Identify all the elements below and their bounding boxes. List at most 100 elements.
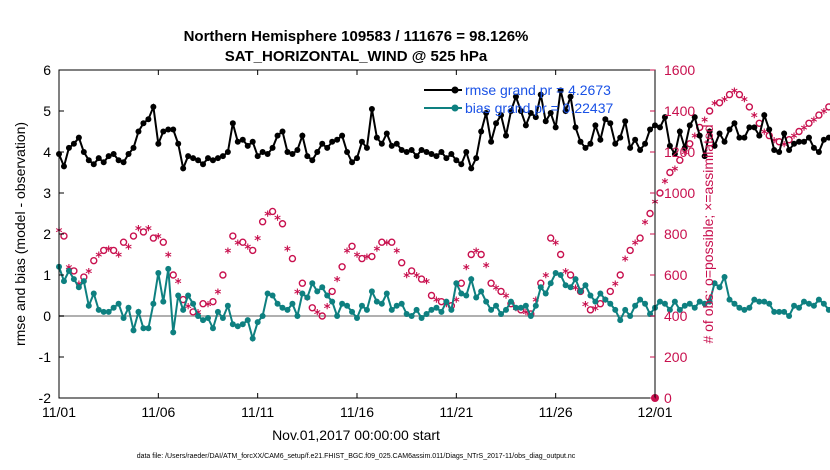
rmse-point xyxy=(766,126,773,133)
possible-obs-marker xyxy=(556,250,565,259)
bias-point xyxy=(90,290,97,297)
rmse-point xyxy=(532,114,539,121)
rmse-point xyxy=(463,149,470,155)
bias-point xyxy=(736,304,743,311)
rmse-point xyxy=(498,112,505,119)
bias-point xyxy=(562,282,569,289)
x-tick-label: 11/21 xyxy=(439,404,473,420)
bias-point xyxy=(60,278,67,285)
assimilated-obs-marker: * xyxy=(503,292,510,307)
rmse-point xyxy=(781,130,788,137)
rmse-point xyxy=(493,120,500,127)
possible-obs-marker xyxy=(338,263,346,271)
rmse-point xyxy=(75,134,82,141)
bias-point xyxy=(771,308,778,315)
bias-point xyxy=(522,302,529,309)
assimilated-obs-marker: * xyxy=(373,244,380,259)
assimilated-obs-marker: * xyxy=(95,251,102,266)
rmse-point xyxy=(562,108,569,114)
possible-obs-marker xyxy=(139,228,148,236)
possible-obs-marker xyxy=(467,250,475,259)
chart-subtitle: SAT_HORIZONTAL_WIND @ 525 hPa xyxy=(225,48,488,65)
rmse-point xyxy=(413,153,420,160)
rmse-point xyxy=(339,132,346,139)
bias-point xyxy=(299,290,306,297)
rmse-point xyxy=(637,146,644,153)
y-tick-label: -2 xyxy=(39,390,52,406)
rmse-point xyxy=(661,114,668,121)
assimilated-obs-marker: * xyxy=(264,210,271,225)
rmse-point xyxy=(820,136,827,143)
rmse-point xyxy=(180,165,187,172)
assimilated-obs-marker: * xyxy=(274,214,281,229)
y-right-tick-label: 1000 xyxy=(664,185,695,201)
possible-obs-marker xyxy=(815,111,823,119)
rmse-point xyxy=(90,161,97,168)
rmse-point xyxy=(200,161,207,168)
y-tick-label: 1 xyxy=(43,267,51,283)
assimilated-obs-marker: * xyxy=(165,251,172,266)
bias-point xyxy=(100,308,107,315)
possible-obs-marker xyxy=(487,279,495,287)
possible-obs-marker xyxy=(159,238,168,246)
y-right-tick-label: 0 xyxy=(664,390,672,406)
rmse-point xyxy=(801,138,807,145)
possible-obs-marker xyxy=(109,246,118,255)
rmse-point xyxy=(60,163,67,170)
possible-obs-marker xyxy=(606,287,614,296)
rmse-point xyxy=(696,132,703,139)
bias-point xyxy=(155,269,162,276)
y-right-tick-label: 1400 xyxy=(664,103,695,119)
rmse-point xyxy=(269,144,276,151)
bias-point xyxy=(423,310,430,317)
rmse-point xyxy=(587,140,594,147)
rmse-point xyxy=(393,140,400,147)
bias-point xyxy=(200,317,207,324)
possible-obs-marker xyxy=(298,279,307,287)
rmse-point xyxy=(378,140,385,147)
rmse-point xyxy=(746,124,753,131)
rmse-point xyxy=(70,140,77,147)
rmse-point xyxy=(691,114,698,121)
rmse-point xyxy=(602,116,609,123)
possible-obs-marker xyxy=(626,246,634,255)
bias-point xyxy=(458,290,465,297)
rmse-point xyxy=(786,146,793,153)
rmse-point xyxy=(358,138,365,145)
assimilated-obs-marker: * xyxy=(443,300,450,315)
assimilated-obs-marker: * xyxy=(761,128,768,143)
rmse-point xyxy=(607,120,614,127)
bias-point xyxy=(413,306,420,313)
x-tick-label: 11/06 xyxy=(141,404,175,420)
bias-point xyxy=(557,272,564,278)
rmse-point xyxy=(592,122,599,129)
rmse-point xyxy=(537,91,544,98)
assimilated-obs-marker: * xyxy=(811,115,818,130)
rmse-point xyxy=(388,142,395,149)
rmse-point xyxy=(488,138,495,145)
rmse-point xyxy=(448,151,455,158)
rmse-point xyxy=(249,138,256,145)
assimilated-obs-marker: * xyxy=(254,234,261,249)
bias-point xyxy=(75,284,82,291)
possible-obs-marker xyxy=(705,107,714,115)
rmse-point xyxy=(582,144,589,151)
assimilated-obs-marker: * xyxy=(125,242,132,257)
assimilated-obs-marker: * xyxy=(711,99,718,114)
rmse-point xyxy=(438,149,445,155)
assimilated-obs-marker: * xyxy=(741,95,748,110)
bias-point xyxy=(542,290,549,297)
assimilated-obs-marker: * xyxy=(433,296,440,311)
rmse-point xyxy=(656,124,663,131)
rmse-point xyxy=(239,136,246,143)
possible-obs-marker xyxy=(566,271,575,279)
bias-point xyxy=(239,321,246,328)
bias-point xyxy=(269,292,276,299)
assimilated-obs-marker: * xyxy=(423,277,430,292)
bias-point xyxy=(358,302,365,309)
y-tick-label: 3 xyxy=(43,185,51,201)
possible-obs-marker xyxy=(60,232,68,240)
bias-point xyxy=(647,310,654,317)
rmse-point xyxy=(125,151,132,158)
bias-point xyxy=(607,300,614,307)
